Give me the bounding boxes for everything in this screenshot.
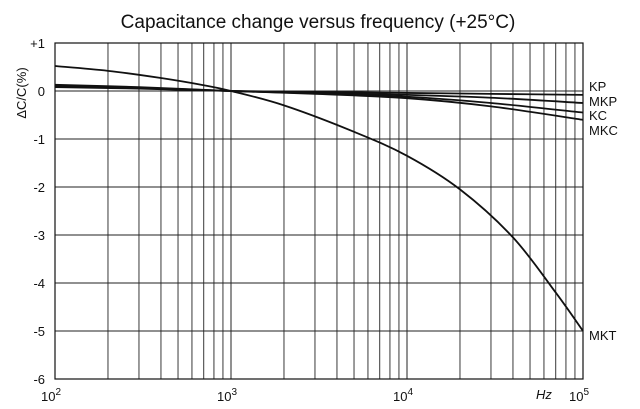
chart-title: Capacitance change versus frequency (+25…: [121, 12, 516, 33]
y-tick-label: +1: [30, 36, 45, 51]
x-tick-label: 103: [217, 387, 237, 404]
series-curves: [54, 65, 584, 332]
y-tick-label: -5: [33, 324, 45, 339]
series-label-kc: KC: [589, 108, 607, 123]
x-tick-label: 104: [393, 387, 413, 404]
plot-frame: [54, 42, 584, 380]
y-tick-label: -4: [33, 276, 45, 291]
series-label-mkc: MKC: [589, 123, 618, 138]
series-line-mkt: [54, 65, 584, 332]
series-line-mkc: [54, 83, 584, 121]
y-tick-label: -2: [33, 180, 45, 195]
x-tick-label: 105: [569, 387, 589, 404]
y-tick-label: -3: [33, 228, 45, 243]
y-tick-label: -1: [33, 132, 45, 147]
series-label-mkt: MKT: [589, 328, 617, 343]
y-tick-label: -6: [33, 372, 45, 387]
y-axis-label: ΔC/C(%): [14, 67, 29, 118]
series-label-kp: KP: [589, 79, 606, 94]
x-tick-labels: 102 103 104 105: [41, 387, 589, 404]
x-axis-unit-label: Hz: [536, 387, 552, 402]
y-tick-label: 0: [38, 84, 45, 99]
y-tick-labels: +1 0 -1 -2 -3 -4 -5 -6: [30, 36, 45, 387]
x-tick-label: 102: [41, 387, 61, 404]
series-label-mkp: MKP: [589, 94, 617, 109]
